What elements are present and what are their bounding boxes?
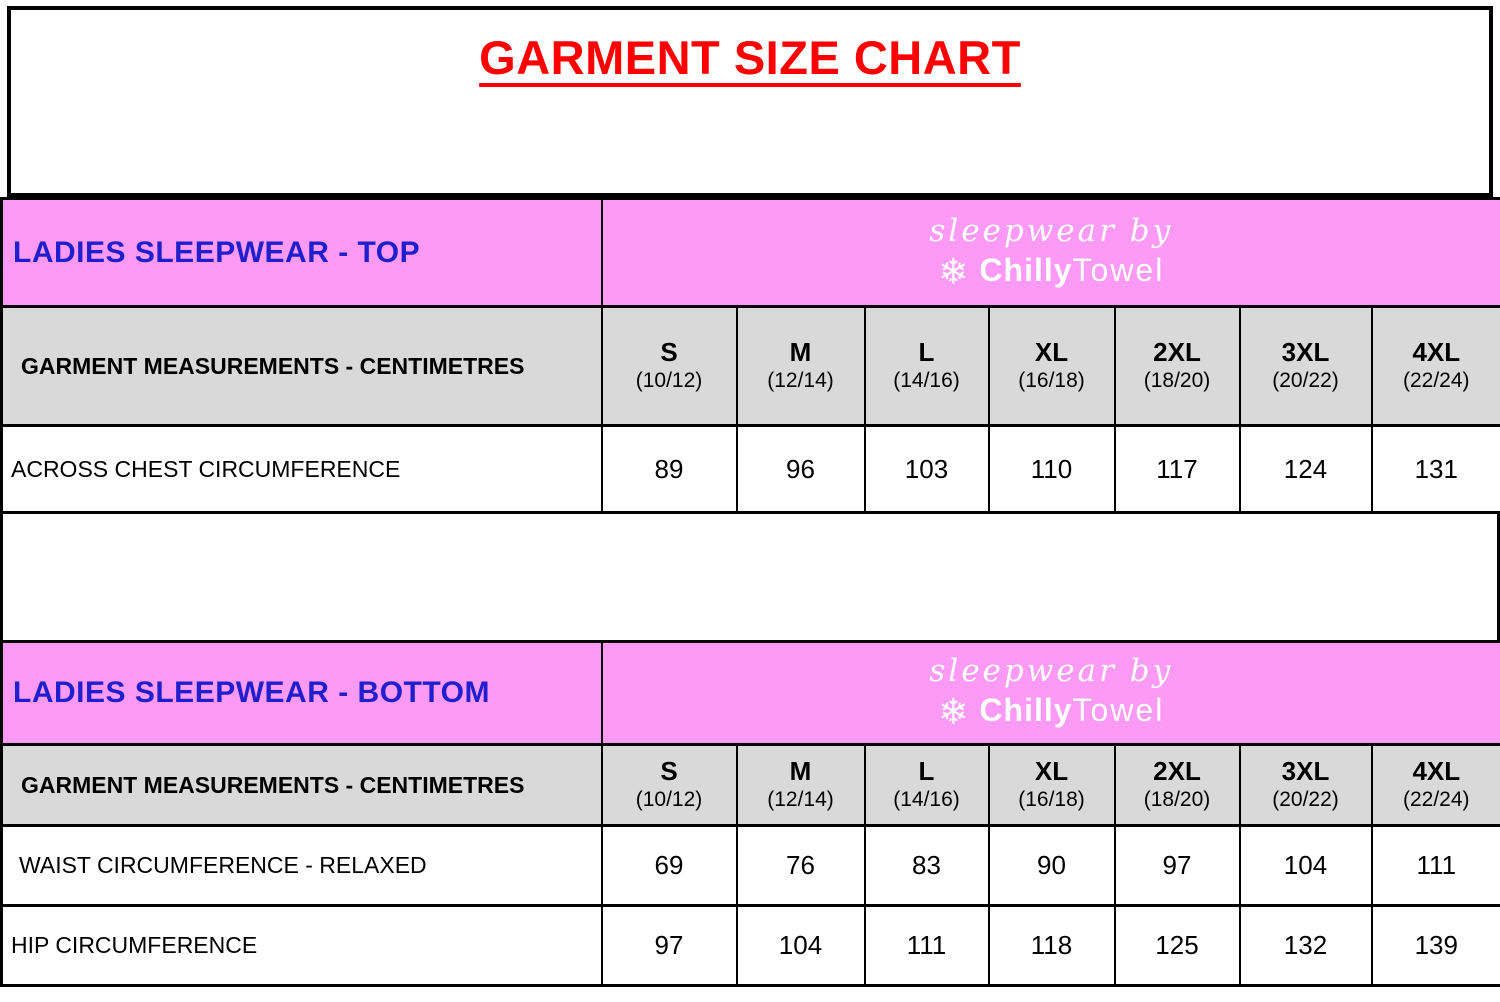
brand-tagline: sleepwear by <box>929 212 1174 249</box>
section-banner-row: LADIES SLEEPWEAR - BOTTOM sleepwear by ❄… <box>0 640 1500 746</box>
value-cell: 104 <box>1238 824 1373 907</box>
size-range: (18/20) <box>1143 788 1211 812</box>
value-cell: 111 <box>1370 824 1500 907</box>
size-column-header-s: S (10/12) <box>600 743 738 827</box>
size-column-header-3xl: 3XL (20/22) <box>1238 305 1373 427</box>
size-range: (14/16) <box>893 788 960 812</box>
value-cell: 90 <box>987 824 1116 907</box>
measure-header: GARMENT MEASUREMENTS - CENTIMETRES <box>0 305 603 427</box>
brand-name-light: Towel <box>1072 692 1165 728</box>
size-label: S <box>660 337 678 368</box>
size-column-header-m: M (12/14) <box>735 743 866 827</box>
size-label: 4XL <box>1412 337 1461 368</box>
size-column-header-4xl: 4XL (22/24) <box>1370 305 1500 427</box>
title-box: GARMENT SIZE CHART <box>7 6 1493 197</box>
size-range: (12/14) <box>767 369 834 393</box>
size-column-header-m: M (12/14) <box>735 305 866 427</box>
size-label: XL <box>1034 756 1069 787</box>
value-cell: 83 <box>863 824 990 907</box>
value-cell: 139 <box>1370 904 1500 987</box>
value-cell: 124 <box>1238 424 1373 514</box>
section-title-bottom: LADIES SLEEPWEAR - BOTTOM <box>0 640 603 746</box>
size-range: (16/18) <box>1018 369 1085 393</box>
row-label: HIP CIRCUMFERENCE <box>0 904 603 987</box>
brand-name-bold: Chilly <box>979 251 1073 288</box>
value-cell: 132 <box>1238 904 1373 987</box>
size-column-header-3xl: 3XL (20/22) <box>1238 743 1373 827</box>
value-cell: 103 <box>863 424 990 514</box>
size-range: (10/12) <box>635 369 703 393</box>
value-cell: 118 <box>987 904 1116 987</box>
measure-header-row: GARMENT MEASUREMENTS - CENTIMETRES S (10… <box>0 743 1500 827</box>
measure-header-row: GARMENT MEASUREMENTS - CENTIMETRES S (10… <box>0 305 1500 427</box>
value-cell: 117 <box>1113 424 1241 514</box>
value-cell: 76 <box>735 824 866 907</box>
size-column-header-2xl: 2XL (18/20) <box>1113 305 1241 427</box>
value-cell: 96 <box>735 424 866 514</box>
size-column-header-4xl: 4XL (22/24) <box>1370 743 1500 827</box>
size-label: XL <box>1034 337 1069 368</box>
size-label: M <box>789 337 812 368</box>
row-label: ACROSS CHEST CIRCUMFERENCE <box>0 424 603 514</box>
size-column-header-s: S (10/12) <box>600 305 738 427</box>
size-range: (16/18) <box>1018 788 1085 812</box>
size-column-header-l: L (14/16) <box>863 305 990 427</box>
size-label: M <box>789 756 812 787</box>
size-label: 3XL <box>1281 756 1330 787</box>
section-banner-row: LADIES SLEEPWEAR - TOP sleepwear by ❄ Chi… <box>0 197 1500 308</box>
brand-tagline: sleepwear by <box>929 653 1174 689</box>
size-column-header-xl: XL (16/18) <box>987 743 1116 827</box>
value-cell: 104 <box>735 904 866 987</box>
size-label: S <box>660 756 678 787</box>
page-title: GARMENT SIZE CHART <box>479 31 1021 84</box>
brand-name-light: Towel <box>1072 251 1165 288</box>
value-cell: 110 <box>987 424 1116 514</box>
size-label: L <box>918 756 935 787</box>
brand-name: ❄ ChillyTowel <box>604 691 1500 733</box>
size-column-header-l: L (14/16) <box>863 743 990 827</box>
size-column-header-xl: XL (16/18) <box>987 305 1116 427</box>
table-ladies-sleepwear-bottom: LADIES SLEEPWEAR - BOTTOM sleepwear by ❄… <box>0 640 1500 987</box>
size-column-header-2xl: 2XL (18/20) <box>1113 743 1241 827</box>
value-cell: 89 <box>600 424 738 514</box>
size-range: (20/22) <box>1272 369 1339 393</box>
value-cell: 111 <box>863 904 990 987</box>
size-range: (22/24) <box>1403 369 1470 393</box>
snowflake-icon: ❄ <box>938 691 970 732</box>
size-range: (14/16) <box>893 369 960 393</box>
table-ladies-sleepwear-top: LADIES SLEEPWEAR - TOP sleepwear by ❄ Chi… <box>0 197 1500 514</box>
size-range: (18/20) <box>1143 369 1211 393</box>
table-row-chest: ACROSS CHEST CIRCUMFERENCE 89 96 103 110… <box>0 424 1500 514</box>
value-cell: 125 <box>1113 904 1241 987</box>
size-range: (20/22) <box>1272 788 1339 812</box>
value-cell: 97 <box>1113 824 1241 907</box>
size-label: 4XL <box>1412 756 1461 787</box>
size-label: L <box>918 337 935 368</box>
row-label: WAIST CIRCUMFERENCE - RELAXED <box>0 824 603 907</box>
size-range: (12/14) <box>767 788 834 812</box>
size-range: (10/12) <box>635 788 703 812</box>
size-label: 2XL <box>1153 337 1201 368</box>
table-row-hip: HIP CIRCUMFERENCE 97 104 111 118 125 132… <box>0 904 1500 987</box>
size-label: 3XL <box>1281 337 1330 368</box>
measure-header: GARMENT MEASUREMENTS - CENTIMETRES <box>0 743 603 827</box>
section-title-top: LADIES SLEEPWEAR - TOP <box>0 197 603 308</box>
snowflake-icon: ❄ <box>938 250 970 292</box>
value-cell: 69 <box>600 824 738 907</box>
value-cell: 131 <box>1370 424 1500 514</box>
brand-logo: sleepwear by ❄ ChillyTowel <box>600 640 1500 746</box>
size-range: (22/24) <box>1403 788 1470 812</box>
brand-name: ❄ ChillyTowel <box>604 250 1500 293</box>
value-cell: 97 <box>600 904 738 987</box>
size-label: 2XL <box>1153 756 1201 787</box>
brand-logo: sleepwear by ❄ ChillyTowel <box>600 197 1500 308</box>
table-gap <box>0 514 1500 640</box>
table-row-waist: WAIST CIRCUMFERENCE - RELAXED 69 76 83 9… <box>0 824 1500 907</box>
brand-name-bold: Chilly <box>979 692 1073 728</box>
